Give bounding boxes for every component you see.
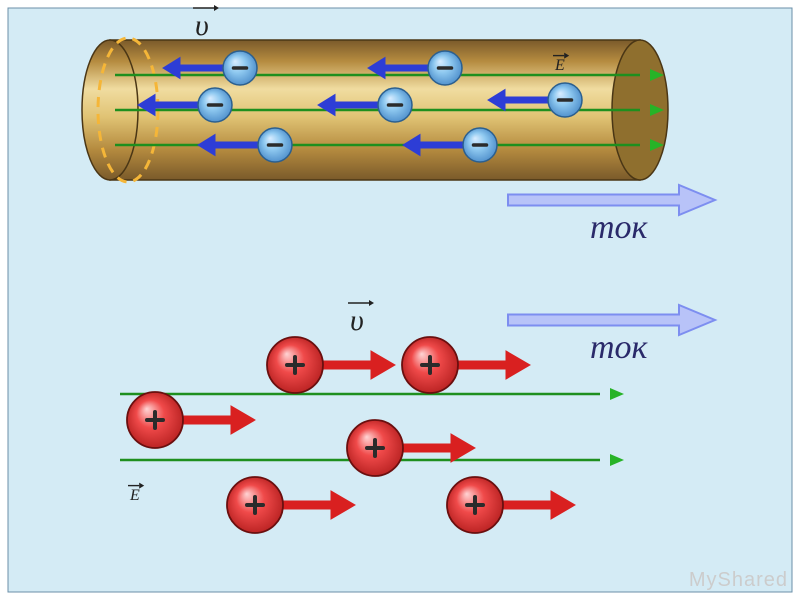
svg-text:υ: υ bbox=[350, 304, 364, 337]
svg-text:E: E bbox=[554, 57, 565, 74]
svg-text:ток: ток bbox=[590, 209, 649, 246]
watermark-text: MyShared bbox=[689, 569, 788, 591]
svg-text:υ: υ bbox=[195, 9, 209, 42]
diagram-svg: υ Eток υ Eток bbox=[0, 0, 800, 600]
svg-text:E: E bbox=[129, 487, 140, 504]
watermark: MyShared bbox=[689, 569, 788, 592]
svg-text:ток: ток bbox=[590, 329, 649, 366]
